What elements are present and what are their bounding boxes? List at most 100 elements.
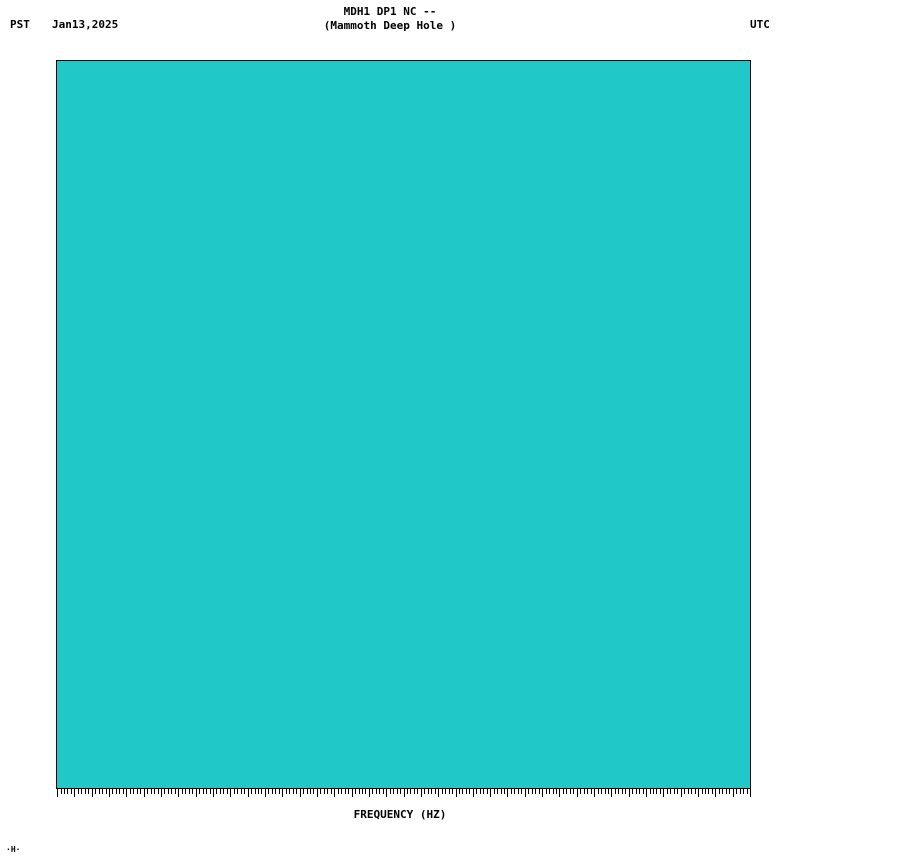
- x-tick-191: [718, 789, 720, 794]
- x-tick-94: [382, 789, 384, 794]
- x-tick-64: [278, 789, 280, 794]
- x-tick-91: [372, 789, 374, 794]
- station-code-title: MDH1 DP1 NC --: [343, 5, 437, 18]
- x-tick-109: [434, 789, 436, 794]
- x-tick-8: [84, 789, 86, 794]
- x-tick-148: [569, 789, 571, 794]
- x-tick-60: [264, 789, 266, 797]
- x-tick-161: [614, 789, 616, 794]
- timezone-label-right: UTC: [750, 18, 770, 31]
- x-tick-172: [653, 789, 654, 794]
- x-tick-19: [122, 789, 124, 794]
- x-tick-43: [206, 789, 207, 794]
- x-tick-18: [119, 789, 121, 794]
- x-tick-162: [618, 789, 620, 794]
- x-tick-21: [129, 789, 131, 794]
- x-tick-186: [701, 789, 703, 794]
- x-tick-179: [677, 789, 679, 794]
- x-tick-165: [628, 789, 630, 797]
- x-tick-151: [580, 789, 582, 794]
- x-tick-14: [105, 789, 107, 794]
- x-tick-198: [743, 789, 745, 794]
- x-tick-86: [355, 789, 356, 794]
- x-tick-9: [88, 789, 90, 794]
- x-tick-68: [292, 789, 294, 794]
- x-tick-149: [573, 789, 575, 794]
- x-tick-200: [750, 789, 751, 797]
- spectrogram-plot[interactable]: [57, 61, 750, 788]
- x-tick-182: [687, 789, 689, 794]
- x-tick-66: [285, 789, 287, 794]
- x-tick-158: [604, 789, 606, 794]
- x-tick-10: [91, 789, 93, 797]
- x-tick-98: [396, 789, 398, 794]
- x-tick-167: [635, 789, 637, 794]
- x-tick-67: [289, 789, 291, 794]
- x-tick-199: [746, 789, 748, 794]
- x-tick-89: [365, 789, 367, 794]
- x-tick-26: [147, 789, 149, 794]
- x-tick-34: [174, 789, 176, 794]
- x-tick-113: [448, 789, 450, 794]
- x-tick-119: [469, 789, 471, 794]
- x-tick-62: [271, 789, 273, 794]
- x-tick-41: [199, 789, 201, 794]
- x-tick-159: [607, 789, 609, 794]
- x-tick-27: [150, 789, 152, 794]
- x-tick-77: [323, 789, 325, 794]
- x-tick-160: [611, 789, 613, 797]
- x-tick-88: [361, 789, 363, 794]
- x-tick-28: [154, 789, 155, 794]
- axis-left-border: [56, 60, 57, 789]
- x-tick-184: [694, 789, 696, 794]
- x-tick-46: [216, 789, 218, 794]
- x-tick-71: [303, 789, 304, 794]
- x-tick-174: [659, 789, 661, 794]
- x-tick-39: [192, 789, 194, 794]
- x-tick-152: [583, 789, 585, 794]
- x-tick-104: [417, 789, 419, 794]
- x-tick-53: [240, 789, 242, 794]
- x-tick-124: [486, 789, 488, 794]
- x-tick-36: [181, 789, 183, 794]
- x-tick-25: [143, 789, 145, 797]
- x-tick-115: [455, 789, 457, 797]
- x-tick-11: [95, 789, 97, 794]
- x-tick-121: [476, 789, 478, 794]
- x-tick-30: [160, 789, 162, 797]
- x-tick-127: [497, 789, 499, 794]
- x-tick-87: [358, 789, 360, 794]
- x-tick-78: [327, 789, 329, 794]
- x-tick-126: [493, 789, 495, 794]
- x-tick-33: [171, 789, 173, 794]
- x-tick-15: [109, 789, 110, 797]
- x-tick-197: [739, 789, 741, 794]
- x-tick-63: [275, 789, 277, 794]
- x-tick-170: [646, 789, 647, 797]
- x-tick-31: [164, 789, 166, 794]
- x-tick-7: [81, 789, 83, 794]
- station-name-title: (Mammoth Deep Hole ): [323, 19, 457, 32]
- x-tick-23: [136, 789, 138, 794]
- x-tick-70: [299, 789, 301, 797]
- x-tick-190: [715, 789, 717, 797]
- x-tick-99: [400, 789, 401, 794]
- x-tick-134: [521, 789, 523, 794]
- x-tick-169: [642, 789, 644, 794]
- x-tick-22: [133, 789, 135, 794]
- x-tick-100: [403, 789, 405, 797]
- x-tick-83: [344, 789, 346, 794]
- x-tick-128: [500, 789, 502, 794]
- timezone-label-left: PST: [10, 18, 30, 31]
- x-tick-6: [77, 789, 79, 794]
- x-tick-59: [261, 789, 263, 794]
- amplitude-trace-canvas: [818, 61, 902, 788]
- x-tick-142: [549, 789, 550, 794]
- x-tick-24: [140, 789, 142, 794]
- x-tick-146: [562, 789, 564, 794]
- x-tick-173: [656, 789, 658, 794]
- x-tick-132: [514, 789, 516, 794]
- x-tick-3: [67, 789, 69, 794]
- x-tick-130: [507, 789, 509, 797]
- x-tick-73: [309, 789, 311, 794]
